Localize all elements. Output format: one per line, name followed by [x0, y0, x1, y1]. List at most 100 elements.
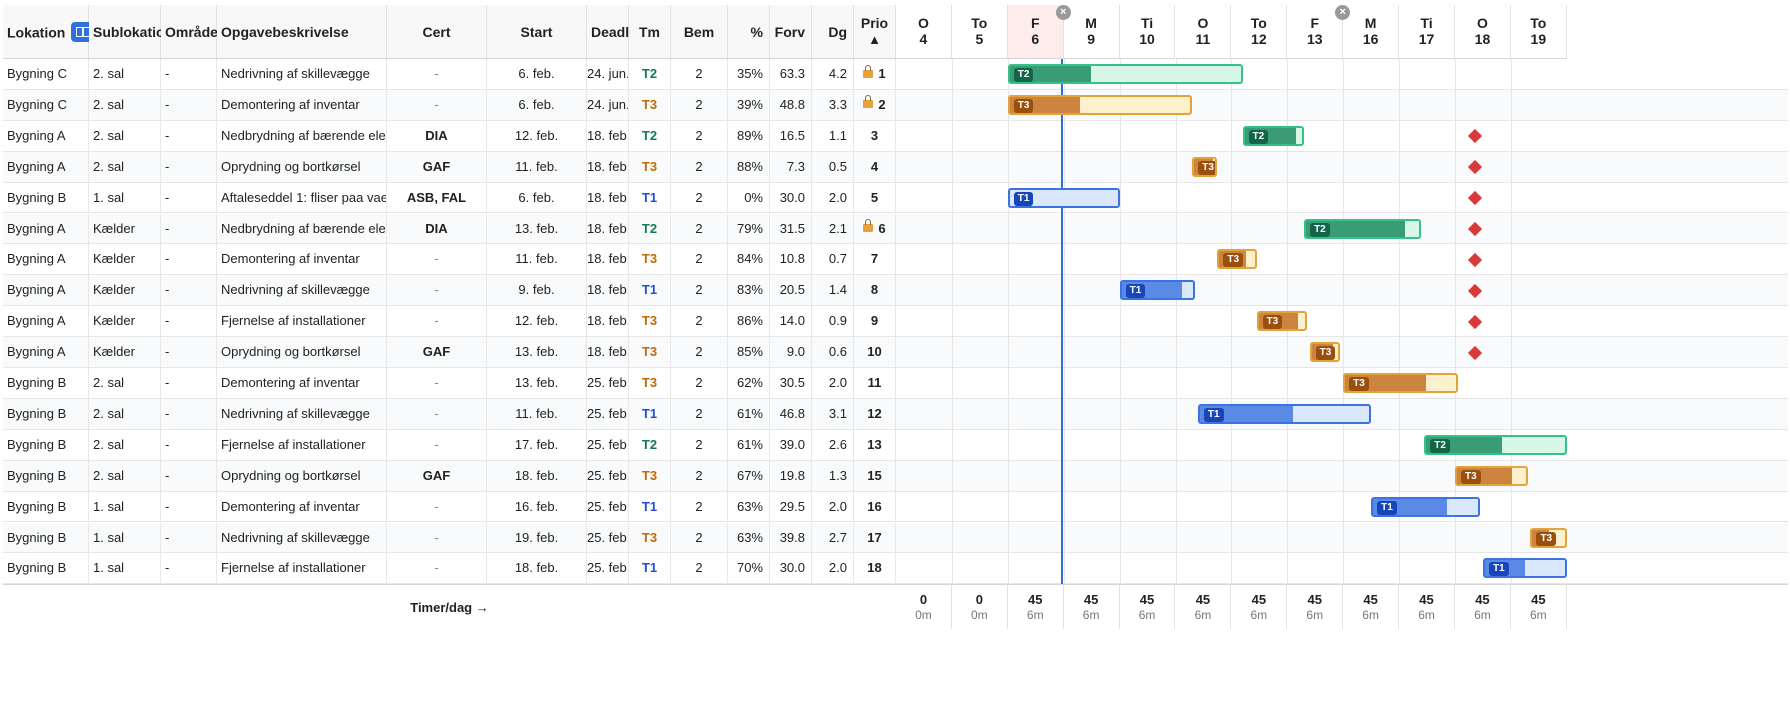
cell-deadline: 25. feb. — [587, 553, 629, 585]
table-row[interactable]: Bygning B 1. sal - Demontering af inventar -… — [3, 491, 1788, 523]
lock-icon[interactable] — [863, 219, 874, 233]
table-row[interactable]: Bygning A Kælder - Nedrivning af skillevægg… — [3, 275, 1788, 307]
table-row[interactable]: Bygning A Kælder - Nedbrydning af bærende e… — [3, 213, 1788, 245]
table-row[interactable]: Bygning A Kælder - Oprydning og bortkørsel G… — [3, 337, 1788, 368]
cell-pct: 70% — [728, 553, 770, 585]
cell-lok: Bygning B — [3, 398, 89, 430]
cell-opg: Oprydning og bortkørsel — [217, 337, 387, 368]
cell-cert: - — [387, 275, 487, 307]
gantt-bar[interactable]: T1 — [1119, 280, 1196, 301]
gantt-bar[interactable]: T3 — [1192, 156, 1218, 177]
lock-icon[interactable] — [863, 95, 874, 109]
gantt-bar[interactable]: T2 — [1242, 125, 1305, 146]
gantt-bar-progress — [1306, 220, 1405, 237]
header-opg-label: Opgavebeskrivelse — [221, 24, 349, 40]
gantt-bar[interactable]: T3 — [1217, 249, 1257, 270]
day-weekday: Ti — [1140, 15, 1154, 31]
table-row[interactable]: Bygning A 2. sal - Oprydning og bortkørsel G… — [3, 151, 1788, 183]
cell-forv: 31.5 — [770, 213, 812, 245]
gantt-bar[interactable]: T2 — [1304, 218, 1422, 239]
gantt-bar[interactable]: T1 — [1197, 403, 1372, 424]
day-number: 19 — [1530, 31, 1547, 47]
cell-bem: 2 — [671, 120, 728, 152]
cell-prio: 7 — [854, 244, 896, 276]
gantt-bar[interactable]: T1 — [1007, 187, 1120, 208]
cell-bem: 2 — [671, 491, 728, 523]
header-cert[interactable]: Cert — [387, 5, 487, 59]
table-row[interactable]: Bygning B 1. sal - Nedrivning af skillevægg… — [3, 522, 1788, 554]
table-row[interactable]: Bygning B 1. sal - Fjernelse af installatio… — [3, 553, 1788, 585]
day-gridline — [1231, 59, 1233, 585]
cell-bem: 2 — [671, 460, 728, 492]
gantt-bar-team: T1 — [1377, 500, 1397, 515]
gantt-bar[interactable]: T3 — [1007, 94, 1193, 115]
cell-omr: - — [161, 553, 217, 585]
gantt-bar[interactable]: T2 — [1424, 434, 1567, 455]
gantt-bar[interactable]: T2 — [1007, 64, 1243, 84]
cell-pct: 62% — [728, 368, 770, 399]
table-row[interactable]: Bygning B 2. sal - Nedrivning af skillevægg… — [3, 398, 1788, 430]
table-row[interactable]: Bygning C 2. sal - Nedrivning af skillevægg… — [3, 59, 1788, 90]
table-row[interactable]: Bygning B 2. sal - Fjernelse af installatio… — [3, 429, 1788, 461]
table-row[interactable]: Bygning C 2. sal - Demontering af inventar -… — [3, 89, 1788, 121]
cell-pct: 89% — [728, 120, 770, 152]
cell-lok: Bygning B — [3, 368, 89, 399]
lock-icon[interactable] — [863, 64, 874, 78]
table-row[interactable]: Bygning A Kælder - Fjernelse af installatio… — [3, 306, 1788, 338]
gantt-bar[interactable]: T3 — [1256, 311, 1307, 332]
cell-pct: 39% — [728, 89, 770, 121]
header-pct[interactable]: % — [728, 5, 770, 59]
gantt-bar[interactable]: T3 — [1455, 465, 1528, 486]
header-prio[interactable]: Prio ▲ — [854, 5, 896, 59]
cell-cert: ASB, FAL — [387, 182, 487, 214]
cell-dg: 2.6 — [812, 429, 854, 461]
gantt-bar[interactable]: T3 — [1530, 527, 1567, 548]
footer-hours: 0 — [975, 592, 983, 608]
cell-start: 6. feb. — [487, 59, 587, 90]
gantt-bar[interactable]: T3 — [1309, 342, 1341, 363]
table-row[interactable]: Bygning B 2. sal - Demontering af inventar -… — [3, 368, 1788, 399]
cell-start: 9. feb. — [487, 275, 587, 307]
day-header: O 18 — [1455, 5, 1511, 59]
day-gridline — [1455, 59, 1456, 585]
table-row[interactable]: Bygning B 1. sal - Aftaleseddel 1: fliser p… — [3, 182, 1788, 214]
table-row[interactable]: Bygning A 2. sal - Nedbrydning af bærende e… — [3, 120, 1788, 152]
gantt-bar-team: T1 — [1125, 284, 1146, 299]
day-header: O 11 — [1175, 5, 1232, 59]
header-opg[interactable]: Opgavebeskrivelse — [217, 5, 387, 59]
cell-pct: 85% — [728, 337, 770, 368]
gantt-bar[interactable]: T1 — [1482, 558, 1567, 579]
header-omr[interactable]: Område — [161, 5, 218, 59]
cell-sub: 1. sal — [89, 491, 161, 523]
cell-tm: T2 — [629, 429, 671, 461]
gantt-bar[interactable]: T3 — [1343, 373, 1458, 393]
cell-lok: Bygning A — [3, 120, 89, 152]
header-start[interactable]: Start — [487, 5, 587, 59]
cell-deadline: 25. feb. — [587, 522, 629, 554]
today-line — [1060, 59, 1063, 585]
table-row[interactable]: Bygning A Kælder - Demontering af inventar -… — [3, 244, 1788, 276]
header-lok[interactable]: Lokation — [3, 5, 96, 59]
close-icon[interactable]: × — [1055, 5, 1071, 20]
cell-opg: Nedbrydning af bærende elementer — [217, 213, 387, 245]
cell-opg: Oprydning og bortkørsel — [217, 151, 387, 183]
cell-cert: - — [387, 553, 487, 585]
footer-minutes: 6m — [1082, 608, 1100, 623]
footer-day: 45 6m — [1399, 585, 1455, 630]
close-icon[interactable]: × — [1335, 5, 1351, 20]
cell-opg: Nedrivning af skillevægge — [217, 522, 387, 554]
header-deadline[interactable]: Deadline — [587, 5, 649, 59]
cell-start: 6. feb. — [487, 89, 587, 121]
cell-start: 12. feb. — [487, 120, 587, 152]
header-bem[interactable]: Bem — [671, 5, 728, 59]
cell-tm: T2 — [629, 59, 671, 90]
header-forv[interactable]: Forv — [770, 5, 812, 59]
gantt-bar[interactable]: T1 — [1371, 496, 1481, 517]
header-dg[interactable]: Dg — [812, 5, 854, 59]
header-sub[interactable]: Sublokation — [89, 5, 173, 59]
cell-bem: 2 — [671, 89, 728, 121]
header-tm[interactable]: Tm — [629, 5, 671, 59]
prio-sort-arrow[interactable]: ▲ — [868, 32, 881, 47]
hours-per-day-footer: Timer/dag → 0 0m 0 0m 45 6m 45 6m 45 6m 45 6m 45 6m 45 6… — [3, 584, 1788, 630]
